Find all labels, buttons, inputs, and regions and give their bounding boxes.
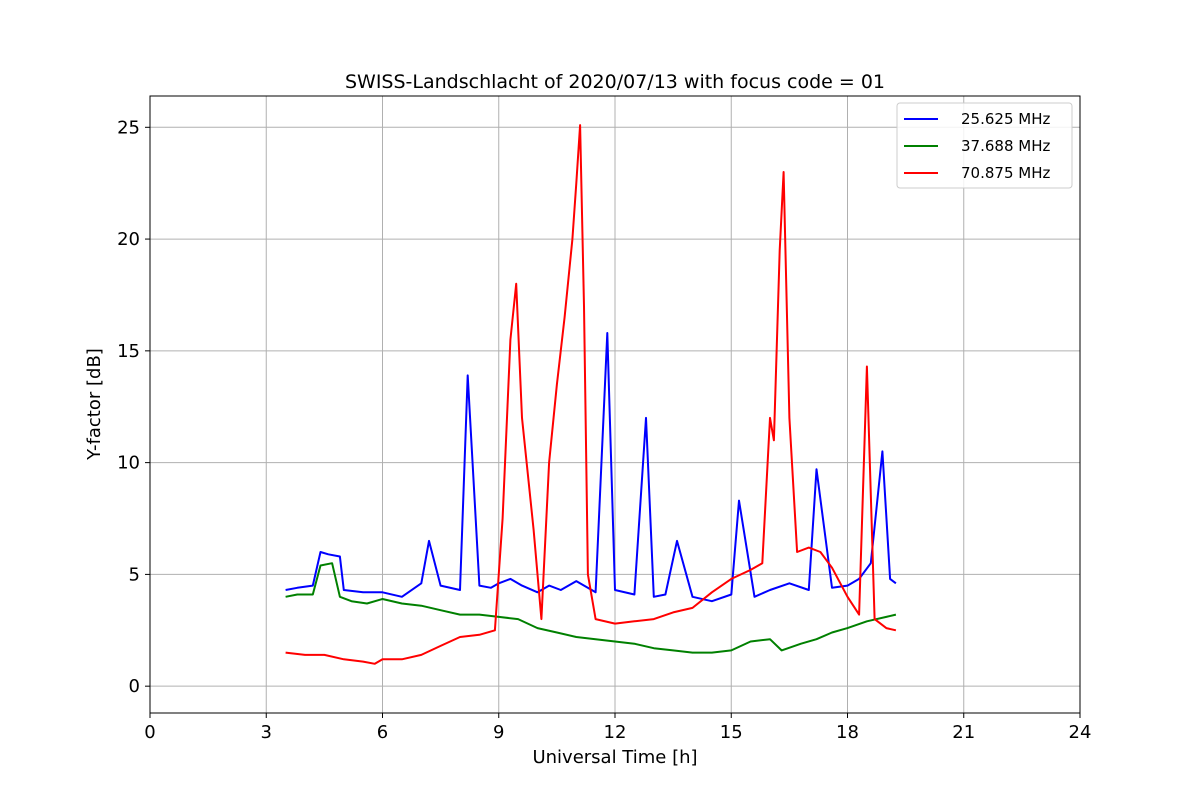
y-tick-label: 15 (117, 341, 140, 362)
series-line-2 (285, 124, 897, 665)
x-tick-label: 15 (720, 722, 743, 743)
series-line-0 (285, 332, 897, 603)
x-tick-label: 24 (1069, 722, 1092, 743)
ticks: 0 3 6 9 12 15 18 21 24 0 5 10 15 20 25 (117, 117, 1091, 743)
legend-label-2: 70.875 MHz (961, 164, 1050, 182)
y-axis-title: Y-factor [dB] (84, 348, 105, 461)
y-tick-label: 20 (117, 229, 140, 250)
legend-box (896, 102, 1073, 189)
y-tick-label: 5 (129, 564, 140, 585)
y-tick-label: 10 (117, 453, 140, 474)
x-tick-label: 12 (604, 722, 627, 743)
legend: 25.625 MHz 37.688 MHz 70.875 MHz (896, 102, 1073, 189)
chart-title: SWISS-Landschlacht of 2020/07/13 with fo… (345, 71, 885, 93)
x-tick-label: 6 (377, 722, 388, 743)
x-tick-label: 21 (952, 722, 975, 743)
x-tick-label: 18 (836, 722, 859, 743)
legend-label-1: 37.688 MHz (961, 137, 1050, 155)
legend-label-0: 25.625 MHz (961, 110, 1050, 128)
x-axis-title: Universal Time [h] (532, 747, 697, 768)
x-tick-label: 9 (493, 722, 504, 743)
x-tick-label: 0 (144, 722, 155, 743)
series-line-1 (285, 562, 897, 654)
y-tick-label: 25 (117, 117, 140, 138)
y-tick-label: 0 (129, 676, 140, 697)
series-layer (285, 124, 897, 665)
x-tick-label: 3 (261, 722, 272, 743)
